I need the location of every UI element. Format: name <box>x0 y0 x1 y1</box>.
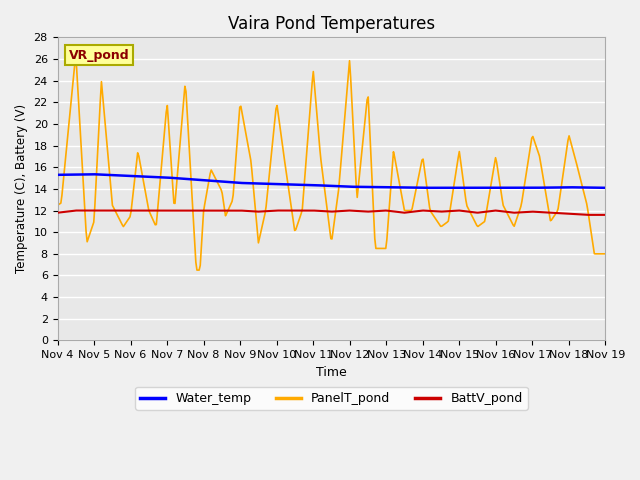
PanelT_pond <box>505 214 513 219</box>
Water_temp <box>90 171 97 177</box>
Line: Water_temp: Water_temp <box>58 174 605 188</box>
Line: BattV_pond: BattV_pond <box>58 211 605 215</box>
Water_temp <box>591 185 598 191</box>
Water_temp <box>315 182 323 188</box>
BattV_pond <box>54 210 61 216</box>
BattV_pond <box>315 208 323 214</box>
PanelT_pond <box>602 251 609 257</box>
BattV_pond <box>584 212 591 218</box>
X-axis label: Time: Time <box>316 366 347 379</box>
BattV_pond <box>381 208 388 214</box>
Title: Vaira Pond Temperatures: Vaira Pond Temperatures <box>228 15 435 33</box>
Water_temp <box>54 172 61 178</box>
BattV_pond <box>591 212 598 218</box>
BattV_pond <box>602 212 609 218</box>
Text: VR_pond: VR_pond <box>68 48 129 61</box>
PanelT_pond <box>316 147 324 153</box>
PanelT_pond <box>193 267 201 273</box>
BattV_pond <box>318 208 326 214</box>
Water_temp <box>381 184 388 190</box>
Legend: Water_temp, PanelT_pond, BattV_pond: Water_temp, PanelT_pond, BattV_pond <box>135 387 527 410</box>
BattV_pond <box>351 208 359 214</box>
Water_temp <box>602 185 609 191</box>
PanelT_pond <box>319 175 327 181</box>
BattV_pond <box>504 209 511 215</box>
Water_temp <box>505 185 513 191</box>
Water_temp <box>419 185 427 191</box>
Water_temp <box>318 182 326 188</box>
PanelT_pond <box>352 180 360 186</box>
Y-axis label: Temperature (C), Battery (V): Temperature (C), Battery (V) <box>15 104 28 274</box>
PanelT_pond <box>54 202 61 208</box>
Water_temp <box>351 184 359 190</box>
PanelT_pond <box>72 58 80 63</box>
PanelT_pond <box>382 246 390 252</box>
PanelT_pond <box>591 251 598 257</box>
Line: PanelT_pond: PanelT_pond <box>58 60 605 270</box>
BattV_pond <box>72 208 80 214</box>
